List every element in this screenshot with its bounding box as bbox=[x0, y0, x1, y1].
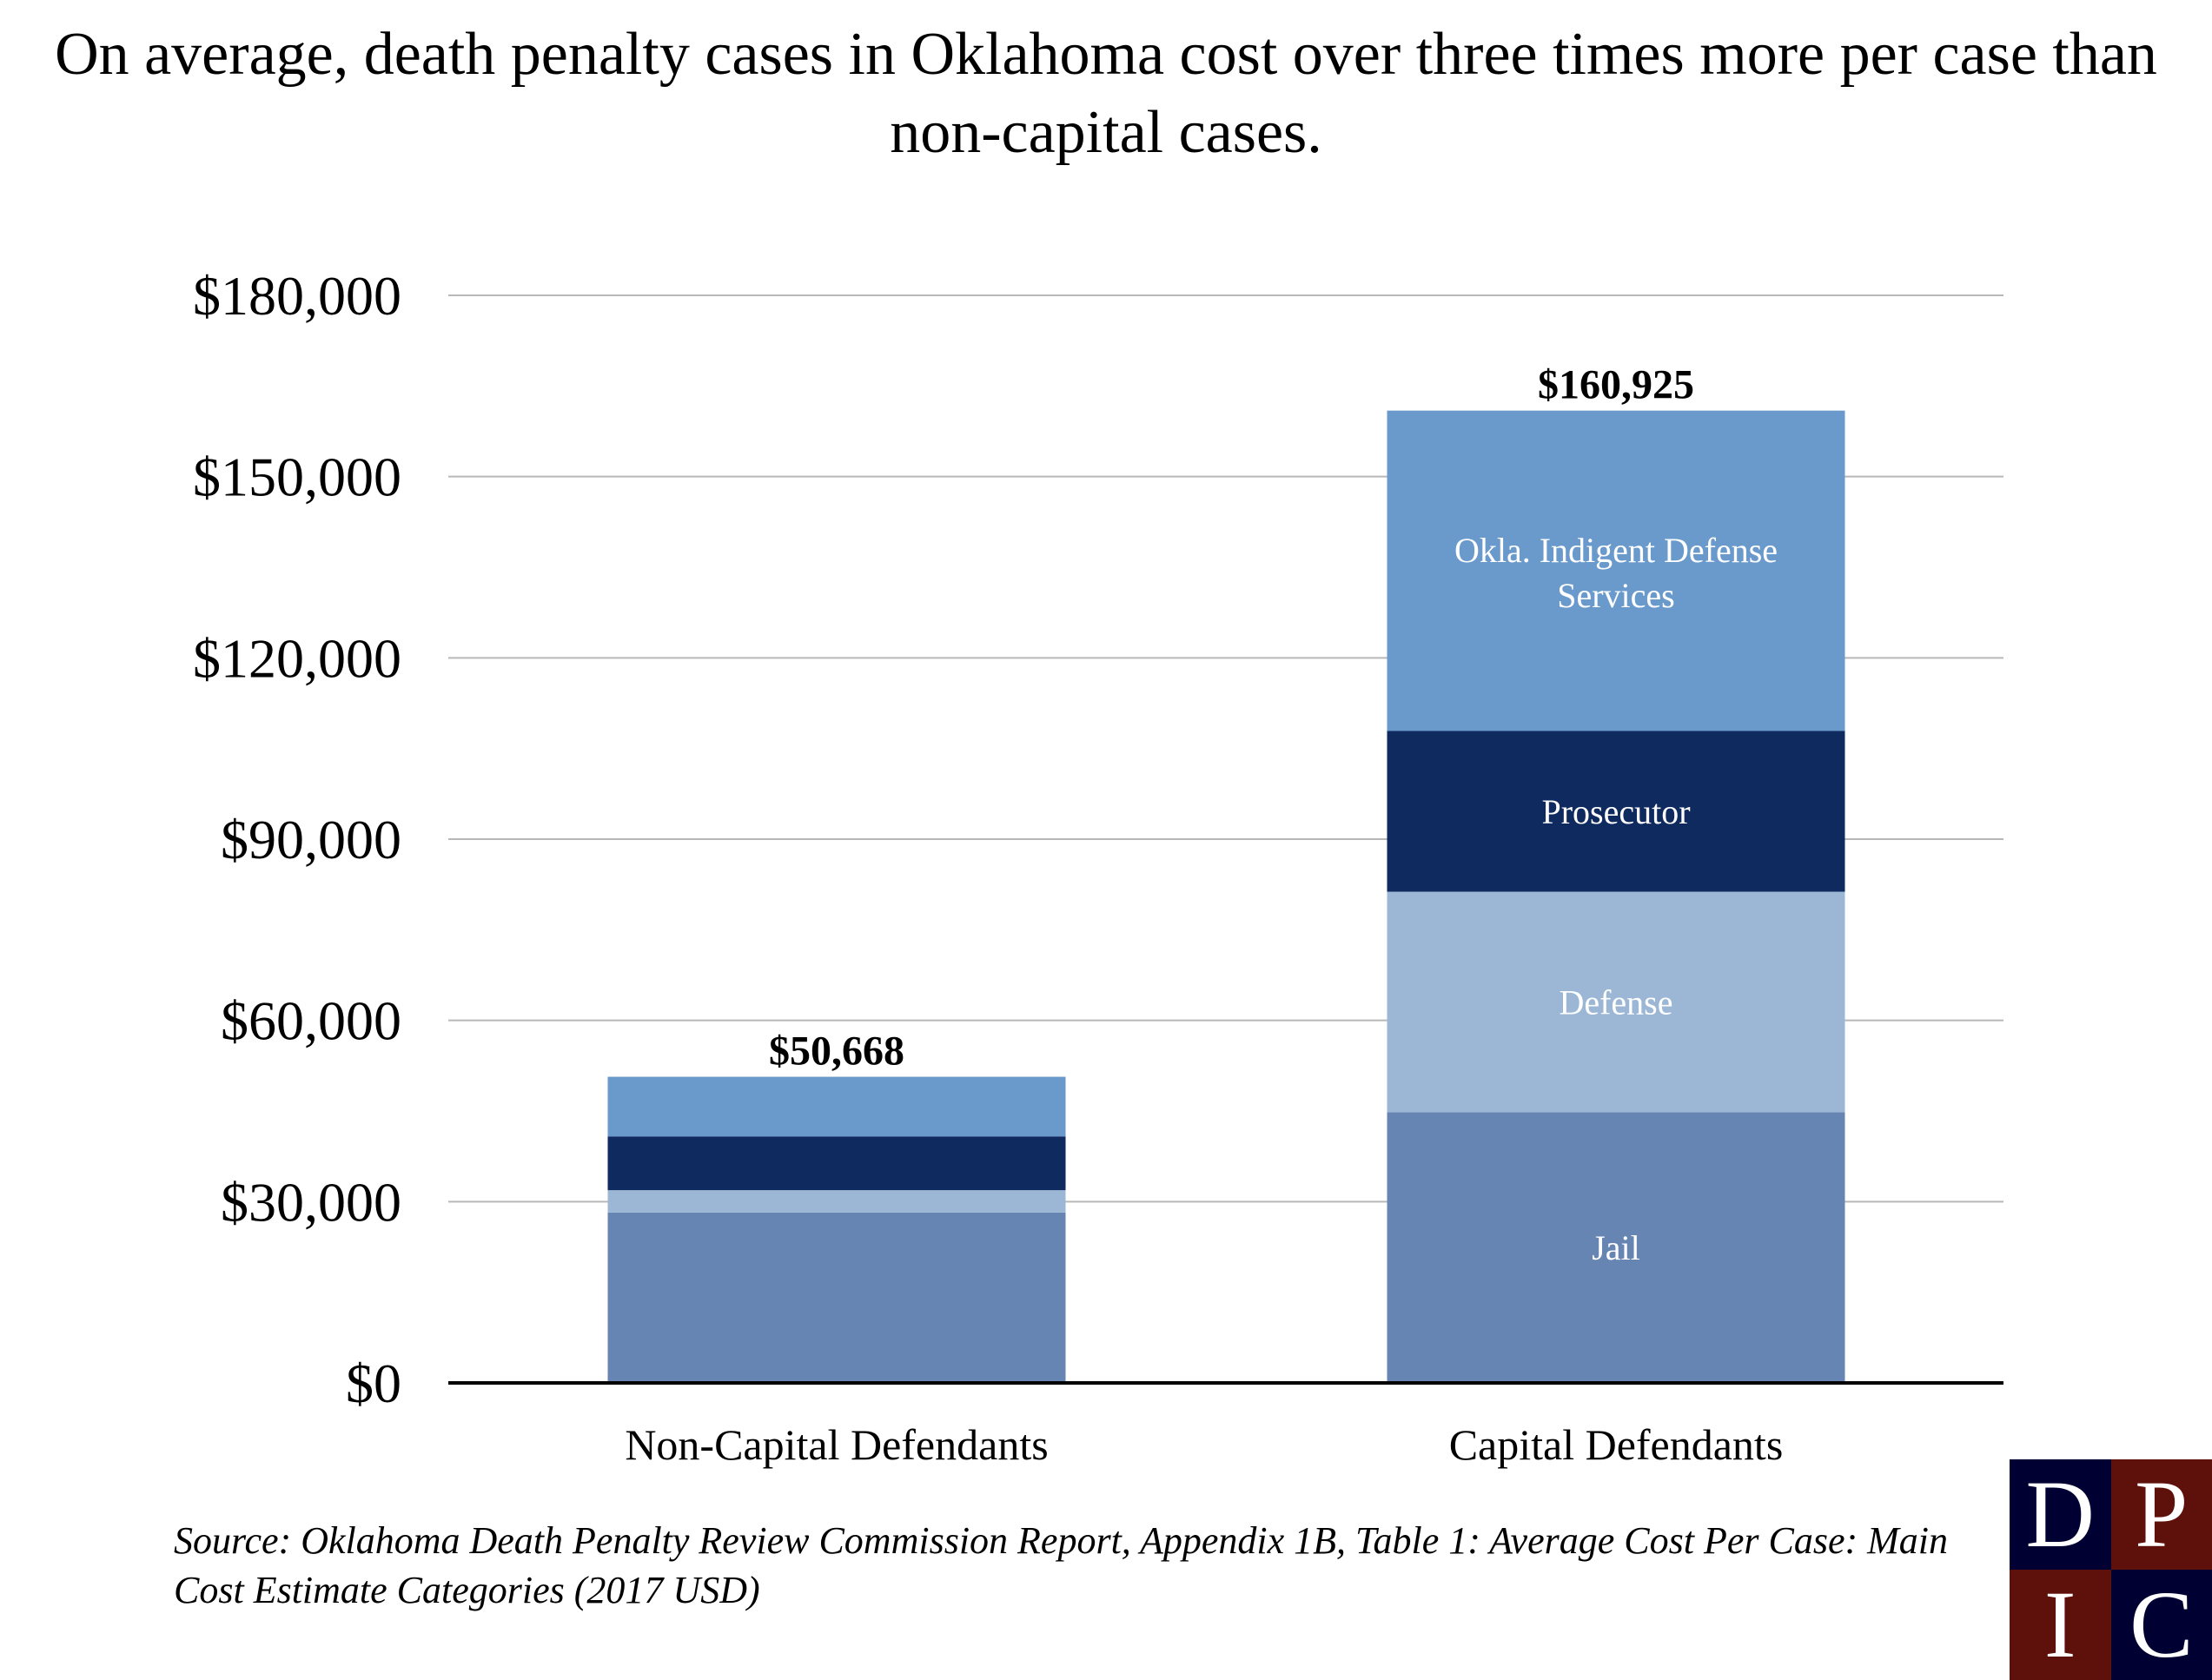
segment-label: Defense bbox=[1559, 982, 1672, 1022]
y-tick-label: $180,000 bbox=[193, 265, 401, 327]
segment-label: Okla. Indigent Defense bbox=[1454, 531, 1778, 570]
y-tick-label: $60,000 bbox=[221, 990, 401, 1052]
y-tick-label: $120,000 bbox=[193, 627, 401, 689]
y-tick-label: $150,000 bbox=[193, 446, 401, 508]
y-tick-label: $30,000 bbox=[221, 1171, 401, 1233]
logo-letter-d: D bbox=[2010, 1459, 2111, 1570]
x-category-label: Non-Capital Defendants bbox=[625, 1420, 1048, 1469]
total-value-label: $160,925 bbox=[1538, 362, 1694, 408]
source-note: Source: Oklahoma Death Penalty Review Co… bbox=[174, 1516, 1955, 1615]
bar-segment-defense bbox=[608, 1190, 1066, 1213]
y-tick-label: $0 bbox=[346, 1353, 401, 1414]
bar-segment-okla-indigent-defense-services bbox=[608, 1077, 1066, 1137]
segment-label: Jail bbox=[1592, 1228, 1640, 1267]
dpic-logo: D P I C bbox=[2010, 1459, 2212, 1662]
logo-letter-c: C bbox=[2111, 1570, 2212, 1680]
segment-label: Prosecutor bbox=[1541, 792, 1690, 831]
bar-segment-okla-indigent-defense-services bbox=[1387, 411, 1845, 731]
logo-letter-i: I bbox=[2010, 1570, 2111, 1680]
y-tick-label: $90,000 bbox=[221, 809, 401, 870]
bar-segment-prosecutor bbox=[608, 1136, 1066, 1190]
segment-label: Services bbox=[1557, 576, 1675, 615]
x-category-label: Capital Defendants bbox=[1449, 1420, 1784, 1469]
logo-letter-p: P bbox=[2111, 1459, 2212, 1570]
total-value-label: $50,668 bbox=[769, 1029, 904, 1075]
bar-segment-jail bbox=[608, 1213, 1066, 1383]
